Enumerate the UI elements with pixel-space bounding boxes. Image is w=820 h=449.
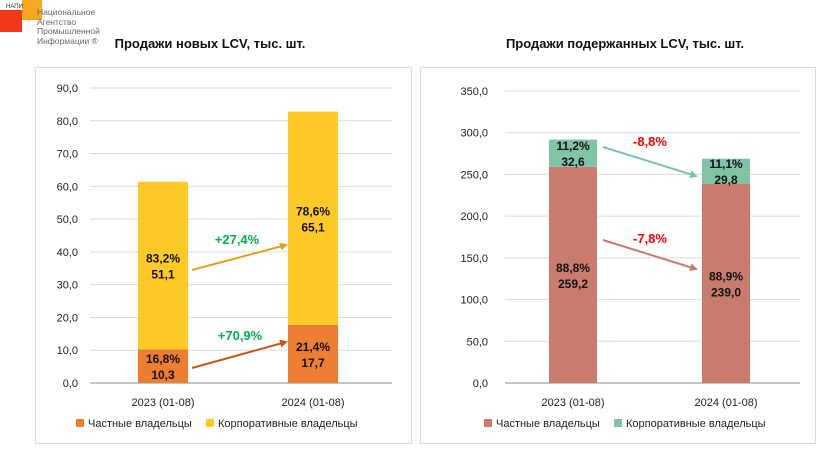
share-label: 16,8% [146,352,180,366]
change-arrow [191,339,288,369]
bar-segment [138,181,188,350]
x-tick-label: 2024 (01-08) [695,397,758,409]
share-label: 21,4% [296,340,330,354]
value-label: 239,0 [711,285,741,299]
legend-label: Частные владельцы [496,418,600,430]
logo-orange-square [22,0,42,20]
legend-swatch [76,419,84,427]
y-tick-label: 30,0 [57,280,78,292]
chart-frame-new [35,67,412,444]
value-label: 259,2 [558,277,588,291]
legend-swatch [614,419,622,427]
bar-segment [702,183,750,383]
chart-title-used: Продажи подержанных LCV, тыс. шт. [505,36,745,51]
value-label: 10,3 [151,368,175,382]
change-arrow [602,146,698,179]
change-label: +70,9% [218,328,263,343]
y-tick-label: 350,0 [460,86,488,98]
bar-segment [138,349,188,383]
change-label: -7,8% [633,231,667,246]
y-tick-label: 60,0 [57,181,78,193]
y-tick-label: 80,0 [57,116,78,128]
share-label: 11,1% [709,157,743,171]
value-label: 65,1 [301,220,325,234]
y-tick-label: 40,0 [57,247,78,259]
change-label: +27,4% [215,232,260,247]
y-tick-label: 0,0 [473,378,488,390]
x-tick-label: 2023 (01-08) [542,397,605,409]
change-label: -8,8% [633,134,667,149]
y-tick-label: 300,0 [460,128,488,140]
legend-swatch [484,419,492,427]
legend-label: Частные владельцы [88,418,192,430]
y-tick-label: 250,0 [460,169,488,181]
share-label: 78,6% [296,204,330,218]
value-label: 29,8 [714,173,738,187]
bar-segment [288,324,338,383]
legend-swatch [206,419,214,427]
chart-frame-used [420,67,816,444]
y-tick-label: 100,0 [460,295,488,307]
y-tick-label: 20,0 [57,312,78,324]
logo-red-square [0,10,22,32]
share-label: 83,2% [146,251,180,265]
share-label: 11,2% [556,139,590,153]
y-tick-label: 70,0 [57,149,78,161]
y-tick-label: 50,0 [467,336,488,348]
y-tick-label: 90,0 [57,83,78,95]
chart-title-new: Продажи новых LCV, тыс. шт. [114,36,306,51]
legend-label: Корпоративные владельцы [626,418,766,430]
bar-segment [549,139,597,167]
share-label: 88,8% [556,261,590,275]
x-tick-label: 2023 (01-08) [132,397,195,409]
logo-text: Национальное Агентство Промышленной Инфо… [37,7,100,46]
share-label: 88,9% [709,269,743,283]
logo-abbrev: НАПИ [6,4,23,10]
y-tick-label: 150,0 [460,253,488,265]
bar-segment [702,158,750,184]
y-tick-label: 10,0 [57,345,78,357]
value-label: 51,1 [151,267,175,281]
change-arrow [602,239,698,272]
change-arrow [191,242,288,271]
y-tick-label: 200,0 [460,211,488,223]
value-label: 17,7 [301,356,325,370]
bar-segment [549,166,597,383]
legend-label: Корпоративные владельцы [218,418,358,430]
value-label: 32,6 [561,155,585,169]
y-tick-label: 50,0 [57,214,78,226]
x-tick-label: 2024 (01-08) [282,397,345,409]
bar-segment [288,111,338,325]
y-tick-label: 0,0 [63,378,78,390]
